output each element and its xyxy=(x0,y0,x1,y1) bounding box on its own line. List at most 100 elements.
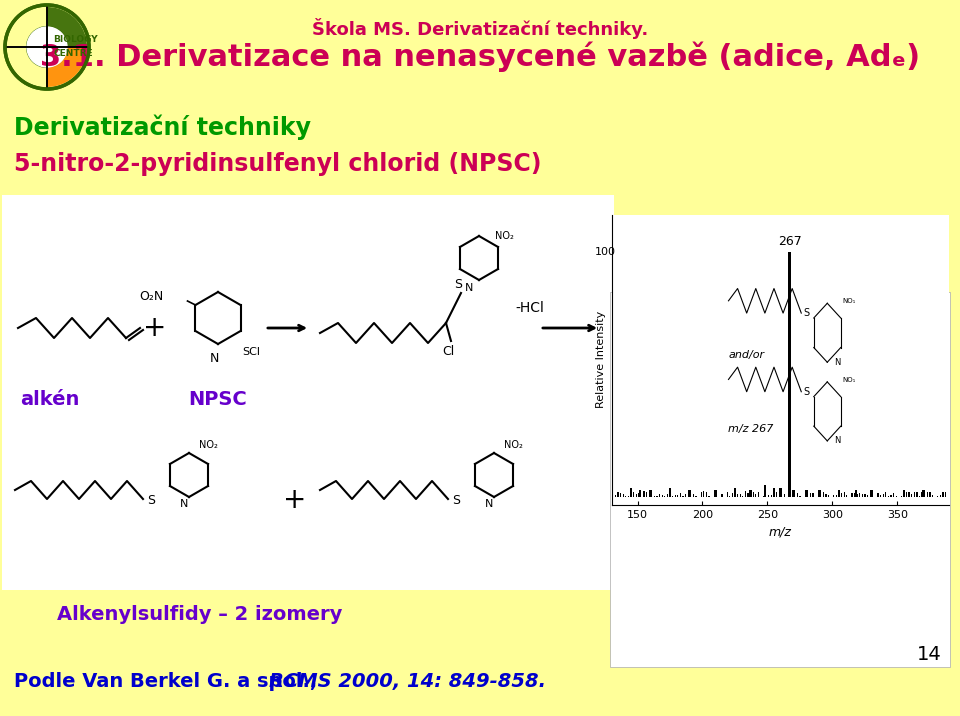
Text: 3.1. Derivatizace na nenasycené vazbě (adice, Adₑ): 3.1. Derivatizace na nenasycené vazbě (a… xyxy=(40,42,920,72)
Bar xyxy=(732,493,733,498)
Bar xyxy=(649,496,650,498)
Bar xyxy=(902,490,905,498)
Bar xyxy=(800,496,801,498)
Bar xyxy=(926,493,928,498)
Bar xyxy=(774,495,775,498)
Text: S: S xyxy=(452,495,460,508)
Text: BIOLOGY: BIOLOGY xyxy=(53,34,98,44)
Bar xyxy=(890,495,892,498)
X-axis label: m/z: m/z xyxy=(769,526,792,538)
Bar xyxy=(625,496,627,498)
Bar xyxy=(733,488,736,498)
Y-axis label: Relative Intensity: Relative Intensity xyxy=(596,311,606,408)
Bar xyxy=(809,493,811,498)
Bar xyxy=(781,495,782,498)
Text: NO₂: NO₂ xyxy=(504,440,523,450)
Bar xyxy=(922,492,923,498)
Bar xyxy=(862,494,863,498)
Text: S: S xyxy=(147,495,155,508)
Text: 267: 267 xyxy=(778,235,802,248)
Text: 14: 14 xyxy=(917,645,942,664)
Bar xyxy=(833,495,834,498)
Bar xyxy=(688,490,691,498)
Text: CENTRE: CENTRE xyxy=(53,49,92,57)
Bar xyxy=(908,493,910,498)
Bar xyxy=(734,495,735,498)
Text: S: S xyxy=(804,387,810,397)
Bar xyxy=(737,494,738,498)
Bar xyxy=(661,495,662,498)
Bar xyxy=(779,495,780,498)
Text: -HCl: -HCl xyxy=(516,301,544,315)
Bar xyxy=(870,490,873,498)
Bar xyxy=(805,490,807,498)
Bar xyxy=(896,496,897,498)
Bar xyxy=(864,494,866,498)
Bar xyxy=(638,493,639,498)
Text: +: + xyxy=(143,314,167,342)
Bar xyxy=(677,495,679,498)
Bar xyxy=(757,492,759,498)
Bar xyxy=(638,490,641,498)
Bar xyxy=(923,490,924,498)
Bar xyxy=(610,292,950,667)
Text: Škola MS. Derivatizační techniky.: Škola MS. Derivatizační techniky. xyxy=(312,18,648,39)
Circle shape xyxy=(27,27,67,67)
Text: N: N xyxy=(465,283,473,293)
Text: 5-nitro-2-pyridinsulfenyl chlorid (NPSC): 5-nitro-2-pyridinsulfenyl chlorid (NPSC) xyxy=(14,152,541,176)
Bar xyxy=(630,488,633,498)
Bar xyxy=(730,495,731,498)
Text: NO₁: NO₁ xyxy=(843,299,856,304)
Text: RCMS 2000, 14: 849-858.: RCMS 2000, 14: 849-858. xyxy=(269,672,546,691)
Bar xyxy=(628,496,629,498)
Bar xyxy=(617,492,618,498)
Bar xyxy=(856,494,858,498)
Bar xyxy=(818,495,819,498)
Bar xyxy=(877,493,878,498)
Text: NPSC: NPSC xyxy=(188,390,248,409)
Bar xyxy=(669,488,671,498)
Bar xyxy=(924,494,925,498)
Bar xyxy=(849,497,850,498)
Text: Alkenylsulfidy – 2 izomery: Alkenylsulfidy – 2 izomery xyxy=(58,605,343,624)
Text: and/or: and/or xyxy=(729,350,764,360)
Bar xyxy=(706,493,708,498)
Bar xyxy=(880,495,881,498)
Bar xyxy=(812,493,814,498)
Bar xyxy=(789,493,790,498)
Bar xyxy=(703,491,705,498)
Bar xyxy=(937,496,938,498)
Bar xyxy=(727,492,728,498)
Text: N: N xyxy=(180,499,188,509)
Bar xyxy=(664,495,665,498)
Bar xyxy=(716,495,717,498)
Bar xyxy=(649,490,652,498)
Bar xyxy=(651,496,653,498)
Bar xyxy=(788,251,791,498)
Bar xyxy=(828,495,829,498)
Bar xyxy=(838,493,840,498)
Bar xyxy=(854,490,857,498)
Bar xyxy=(900,495,902,498)
Bar xyxy=(911,493,912,498)
Bar xyxy=(885,492,886,498)
Bar xyxy=(683,496,684,498)
Bar xyxy=(838,490,840,498)
Bar xyxy=(614,495,616,498)
Bar xyxy=(940,495,941,498)
Bar xyxy=(919,496,921,498)
Bar xyxy=(721,494,723,498)
Wedge shape xyxy=(47,7,87,47)
Text: NO₂: NO₂ xyxy=(199,440,218,450)
Bar xyxy=(823,492,824,498)
Text: S: S xyxy=(804,308,810,318)
Bar xyxy=(859,493,860,498)
Text: N: N xyxy=(209,352,219,365)
Bar xyxy=(768,495,769,498)
Bar xyxy=(667,493,668,498)
Bar xyxy=(739,494,741,498)
Bar xyxy=(657,495,658,498)
Bar xyxy=(780,488,781,498)
Bar xyxy=(776,493,778,498)
Bar xyxy=(797,493,798,498)
